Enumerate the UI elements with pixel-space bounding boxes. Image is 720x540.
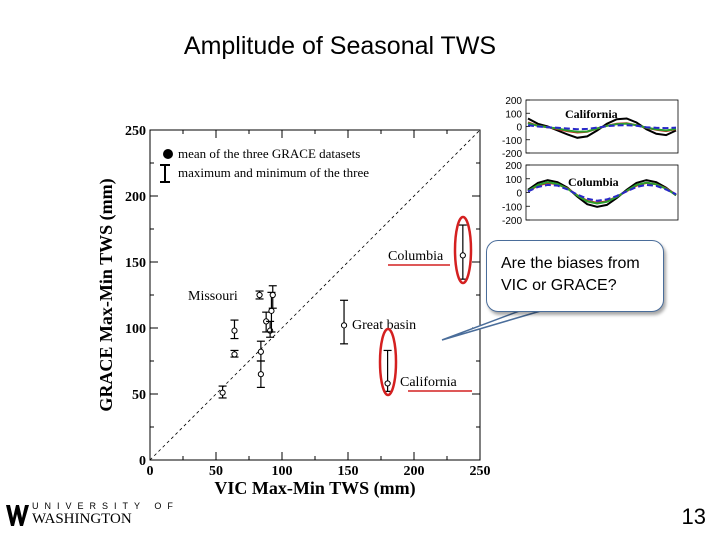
y-tick-label: 0 [139, 454, 146, 469]
slide-title: Amplitude of Seasonal TWS [183, 32, 497, 60]
x-tick-label: 250 [470, 464, 491, 479]
inset-series-line [527, 124, 677, 131]
highlight-columbia [453, 215, 473, 285]
y-tick-label: 100 [125, 322, 146, 337]
inset-y-tick-label: 100 [505, 109, 522, 120]
legend-range-label: maximum and minimum of the three [178, 165, 369, 180]
inset-series-line [527, 183, 677, 202]
inset-lines-california [527, 117, 677, 139]
x-tick-label: 100 [272, 464, 293, 479]
inset-ticks-california: 200 100 0 -100 -200 [502, 96, 530, 160]
annotation-columbia: Columbia [388, 249, 444, 264]
mean-marker [256, 291, 263, 299]
data-point [267, 291, 276, 333]
inset-ticks-columbia: 200 100 0 -100 -200 [502, 161, 530, 227]
annotation-great-basin: Great basin [352, 318, 416, 333]
mean-marker [231, 351, 238, 358]
scatter-plot: 0 50 100 150 200 250 0 50 100 150 200 250 VIC Max-M… [96, 124, 491, 499]
data-point [268, 285, 277, 309]
y-tick-label: 150 [125, 256, 146, 271]
mean-marker [257, 348, 264, 355]
inset-chart-california: 200 100 0 -100 -200 California [502, 96, 679, 160]
x-tick-label: 200 [404, 464, 425, 479]
uw-logo-icon [6, 505, 29, 526]
mean-marker [340, 322, 348, 329]
mean-marker [268, 307, 275, 314]
legend-mean-marker [163, 149, 173, 159]
x-tick-label: 150 [338, 464, 359, 479]
data-point [383, 349, 392, 392]
mean-marker [219, 389, 226, 396]
data-point [256, 360, 265, 388]
mean-marker [231, 327, 238, 334]
inset-y-tick-label: 200 [505, 161, 522, 172]
annotation-missouri: Missouri [188, 289, 238, 304]
data-points [218, 224, 467, 399]
inset-y-tick-label: 0 [516, 123, 522, 134]
callout-box: Are the biases from VIC or GRACE? [486, 240, 664, 312]
data-point [218, 385, 227, 399]
y-tick-label: 50 [132, 388, 146, 403]
inset-y-tick-label: -200 [502, 216, 522, 227]
logo-letters: UNIVERSITY OF [32, 501, 179, 511]
inset-y-tick-label: -100 [502, 136, 522, 147]
legend-range-marker [160, 164, 170, 183]
x-tick-label: 50 [209, 464, 223, 479]
legend-mean-label: mean of the three GRACE datasets [178, 146, 360, 161]
legend: mean of the three GRACE datasets maximum… [160, 146, 369, 183]
inset-title-columbia: Columbia [568, 175, 619, 189]
logo-name: WASHINGTON [32, 511, 132, 527]
data-point [256, 340, 265, 362]
inset-lines-columbia [527, 179, 677, 208]
data-point [340, 299, 349, 345]
inset-y-tick-label: 0 [516, 189, 522, 200]
inset-chart-columbia: 200 100 0 -100 -200 Columbia [502, 161, 679, 227]
annotation-california: California [400, 375, 458, 390]
mean-marker [459, 252, 466, 259]
inset-title-california: California [565, 107, 618, 121]
inset-y-tick-label: 200 [505, 96, 522, 107]
page-number: 13 [681, 504, 706, 529]
data-point [230, 319, 239, 340]
y-tick-label: 200 [125, 190, 146, 205]
highlight-california [378, 327, 398, 397]
inset-y-tick-label: 100 [505, 175, 522, 186]
x-tick-label: 0 [147, 464, 154, 479]
inset-frame-columbia [525, 164, 679, 221]
inset-series-line [527, 181, 677, 205]
mean-marker [269, 291, 276, 299]
inset-y-tick-label: -100 [502, 202, 522, 213]
callout-pointer [441, 309, 545, 341]
y-tick-label: 250 [125, 124, 146, 139]
data-point [255, 290, 264, 300]
x-axis-label: VIC Max-Min TWS (mm) [214, 478, 415, 499]
inset-series-line [527, 179, 677, 208]
axis-ticks: 0 50 100 150 200 250 0 50 100 150 200 250 [125, 124, 491, 479]
mean-marker [384, 380, 391, 387]
y-axis-label: GRACE Max-Min TWS (mm) [96, 178, 117, 411]
inset-y-tick-label: -200 [502, 149, 522, 160]
data-point [458, 224, 467, 280]
mean-marker [257, 371, 264, 378]
data-point [230, 349, 239, 358]
